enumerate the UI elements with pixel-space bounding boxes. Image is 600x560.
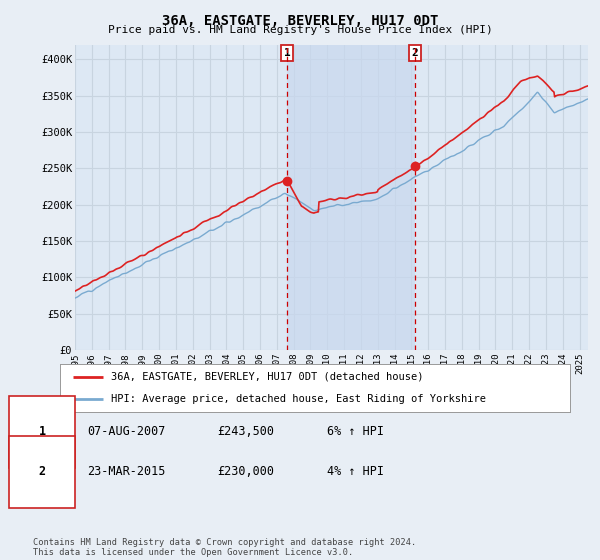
Text: HPI: Average price, detached house, East Riding of Yorkshire: HPI: Average price, detached house, East… (111, 394, 486, 404)
Text: Contains HM Land Registry data © Crown copyright and database right 2024.
This d: Contains HM Land Registry data © Crown c… (33, 538, 416, 557)
Text: 23-MAR-2015: 23-MAR-2015 (87, 465, 166, 478)
Text: 1: 1 (38, 425, 46, 438)
Bar (287, 45, 415, 350)
Text: 36A, EASTGATE, BEVERLEY, HU17 0DT (detached house): 36A, EASTGATE, BEVERLEY, HU17 0DT (detac… (111, 372, 424, 382)
Text: 2: 2 (38, 465, 46, 478)
Text: 07-AUG-2007: 07-AUG-2007 (87, 425, 166, 438)
Text: Price paid vs. HM Land Registry's House Price Index (HPI): Price paid vs. HM Land Registry's House … (107, 25, 493, 35)
Text: £230,000: £230,000 (217, 465, 274, 478)
Text: £243,500: £243,500 (217, 425, 274, 438)
Text: 36A, EASTGATE, BEVERLEY, HU17 0DT: 36A, EASTGATE, BEVERLEY, HU17 0DT (162, 14, 438, 28)
Text: 6% ↑ HPI: 6% ↑ HPI (327, 425, 384, 438)
Text: 1: 1 (284, 48, 290, 58)
Text: 4% ↑ HPI: 4% ↑ HPI (327, 465, 384, 478)
Text: 2: 2 (412, 48, 418, 58)
